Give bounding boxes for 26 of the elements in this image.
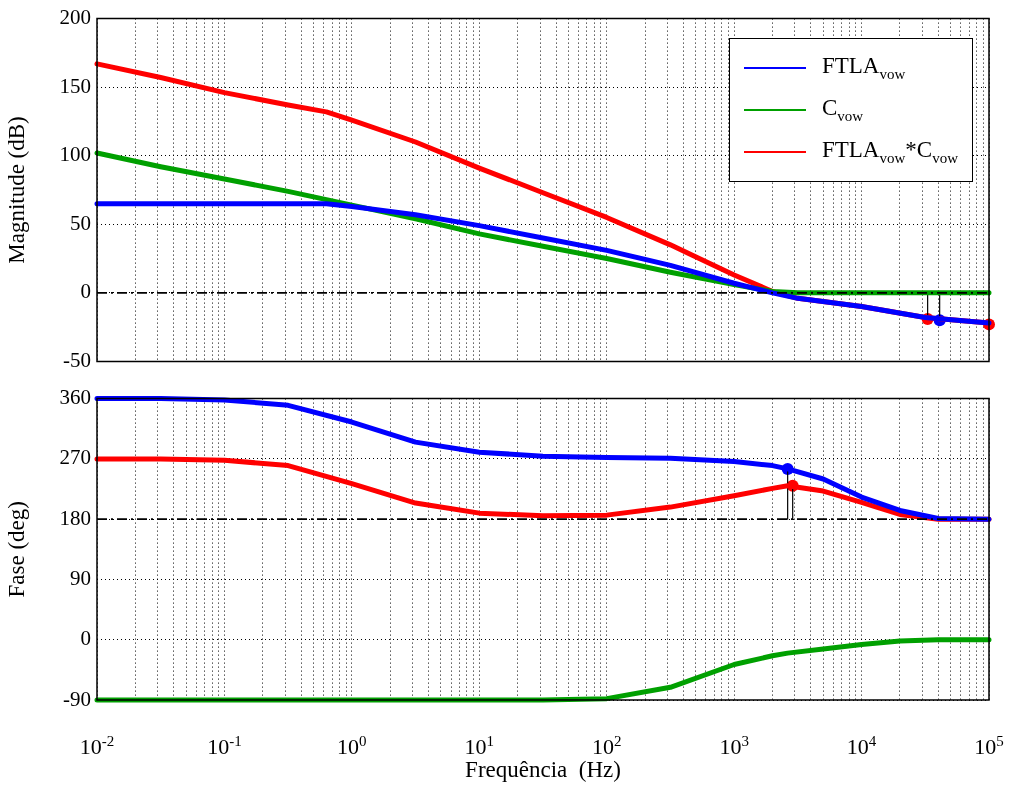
x-tick-label: 10$^{-2}$ bbox=[79, 733, 115, 760]
y-tick-label: 100 bbox=[59, 142, 91, 167]
x-tick-label: 10$^{3}$ bbox=[719, 733, 749, 760]
y-tick-label: 0 bbox=[80, 626, 91, 651]
y-tick-label: -90 bbox=[63, 686, 91, 711]
y-tick-label: 180 bbox=[59, 505, 91, 530]
y-axis-title: Magnitude (dB) bbox=[3, 116, 29, 264]
x-tick-label: 10$^{2}$ bbox=[591, 733, 622, 760]
x-tick-label: 10$^{4}$ bbox=[846, 733, 877, 760]
y-tick-label: 360 bbox=[59, 385, 91, 410]
legend-label: C$_{vow}$ bbox=[821, 95, 864, 125]
x-tick-label: 10$^{0}$ bbox=[337, 733, 367, 760]
legend-label: FTLA$_{vow}$ bbox=[821, 53, 906, 83]
x-axis-title: Frequência (Hz) bbox=[465, 757, 621, 783]
y-tick-label: 0 bbox=[80, 279, 91, 304]
x-tick-label: 10$^{5}$ bbox=[974, 733, 1004, 760]
y-tick-label: 200 bbox=[59, 5, 91, 30]
y-tick-label: -50 bbox=[63, 347, 91, 372]
y-tick-label: 90 bbox=[70, 565, 91, 590]
y-tick-label: 50 bbox=[70, 210, 91, 235]
y-tick-label: 270 bbox=[59, 445, 91, 470]
legend-label: FTLA$_{vow}$*C$_{vow}$ bbox=[821, 137, 958, 167]
x-tick-label: 10$^{-1}$ bbox=[207, 733, 242, 760]
y-axis-title: Fase (deg) bbox=[3, 501, 29, 598]
y-tick-label: 150 bbox=[59, 73, 91, 98]
x-tick-label: 10$^{1}$ bbox=[464, 733, 495, 760]
